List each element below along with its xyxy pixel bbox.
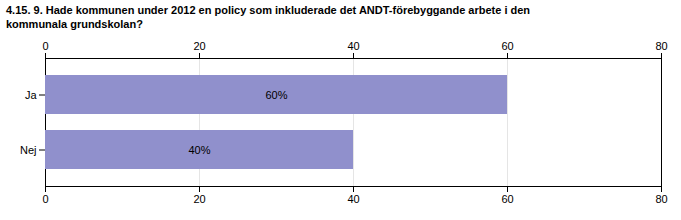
svg-text:60: 60 [501,193,513,205]
svg-text:0: 0 [42,40,48,52]
svg-text:40: 40 [347,193,359,205]
svg-text:40: 40 [347,40,359,52]
svg-text:20: 20 [193,40,205,52]
svg-text:Ja: Ja [25,89,38,101]
html-text:4.15. 9. Hade kommunen under 2: 4.15. 9. Hade kommunen under 2012 en pol… [6,4,531,30]
svg-text:80: 80 [655,40,667,52]
svg-text:80: 80 [655,193,667,205]
svg-text:Nej: Nej [20,144,37,156]
svg-text:0: 0 [42,193,48,205]
svg-text:40%: 40% [188,144,210,156]
svg-text:20: 20 [193,193,205,205]
svg-text:60%: 60% [265,89,287,101]
svg-text:60: 60 [501,40,513,52]
